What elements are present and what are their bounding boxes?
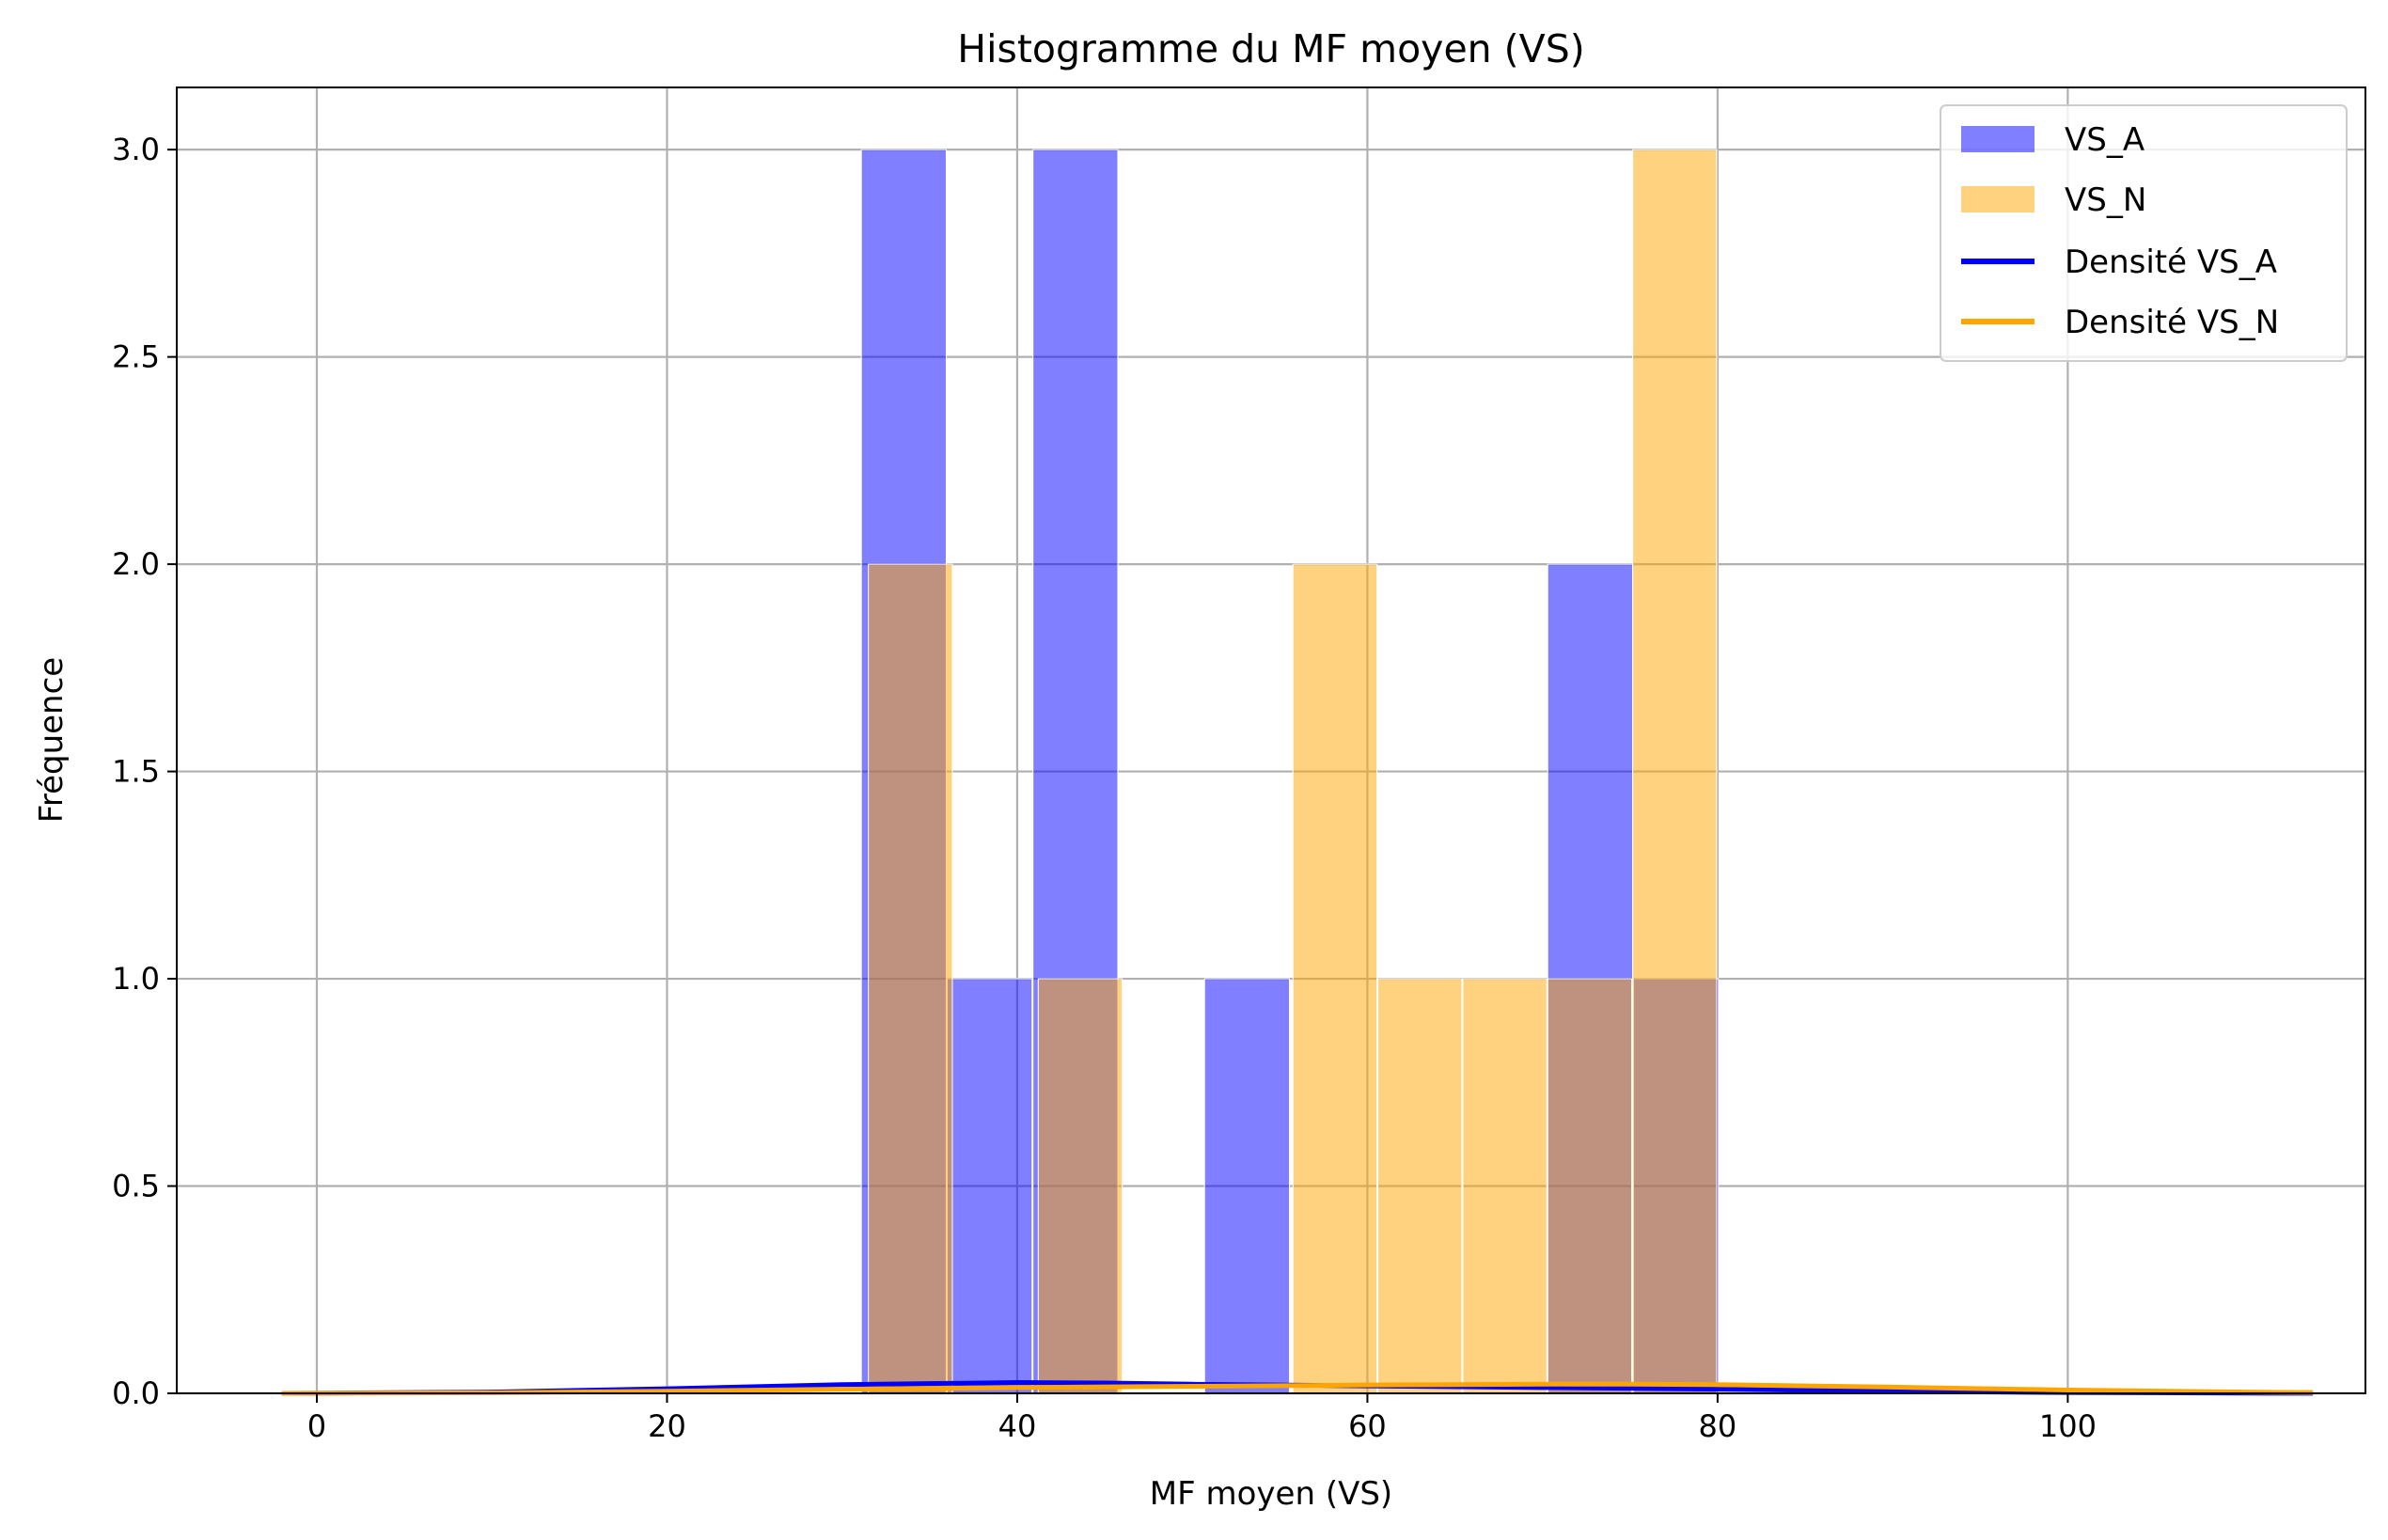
y-tick-label: 3.0 bbox=[112, 132, 160, 167]
y-tick-label: 1.0 bbox=[112, 961, 160, 997]
bar-vs-a bbox=[1203, 978, 1290, 1394]
line-densite-vs-n bbox=[281, 1381, 2314, 1396]
y-tick-label: 2.5 bbox=[112, 339, 160, 375]
bar-vs-n bbox=[1462, 978, 1547, 1394]
y-tick-label: 0.0 bbox=[112, 1375, 160, 1411]
x-axis-ticks: 0 20 40 60 80 100 bbox=[307, 1393, 2097, 1444]
legend-label-vs-n: VS_N bbox=[2065, 181, 2146, 219]
legend-frame bbox=[1940, 104, 2348, 362]
x-tick-label: 80 bbox=[1699, 1408, 1737, 1444]
chart-title: Histogramme du MF moyen (VS) bbox=[957, 26, 1585, 71]
plot-frame bbox=[176, 86, 2366, 1394]
bar-vs-n bbox=[1377, 978, 1463, 1394]
histogram-bars bbox=[860, 149, 1720, 1394]
legend-label-densite-vs-a: Densité VS_A bbox=[2065, 244, 2277, 281]
bar-vs-a bbox=[946, 978, 1033, 1394]
x-tick-label: 100 bbox=[2039, 1408, 2097, 1444]
x-axis-label: MF moyen (VS) bbox=[1150, 1475, 1392, 1513]
legend-swatch-vs-n bbox=[1961, 186, 2035, 212]
bar-vs-n bbox=[1037, 978, 1123, 1394]
x-tick-label: 60 bbox=[1348, 1408, 1387, 1444]
y-axis-label: Fréquence bbox=[33, 657, 71, 823]
x-tick-label: 20 bbox=[648, 1408, 686, 1444]
density-lines bbox=[281, 1380, 2314, 1396]
bar-vs-n bbox=[1547, 978, 1633, 1394]
y-tick-label: 0.5 bbox=[112, 1169, 160, 1204]
legend-swatch-vs-a bbox=[1961, 126, 2035, 152]
histogram-vs-n bbox=[868, 149, 1718, 1394]
legend-label-densite-vs-n: Densité VS_N bbox=[2065, 304, 2279, 341]
x-tick-label: 0 bbox=[307, 1408, 326, 1444]
legend: VS_A VS_N Densité VS_A Densité VS_N bbox=[1940, 104, 2348, 362]
bar-vs-n bbox=[868, 563, 953, 1394]
bar-vs-n bbox=[1632, 149, 1718, 1394]
legend-label-vs-a: VS_A bbox=[2065, 121, 2144, 159]
y-axis-ticks: 0.0 0.5 1.0 1.5 2.0 2.5 3.0 bbox=[112, 132, 177, 1411]
bar-vs-n bbox=[1292, 563, 1378, 1394]
y-tick-label: 1.5 bbox=[112, 754, 160, 790]
x-tick-label: 40 bbox=[998, 1408, 1037, 1444]
y-tick-label: 2.0 bbox=[112, 546, 160, 582]
